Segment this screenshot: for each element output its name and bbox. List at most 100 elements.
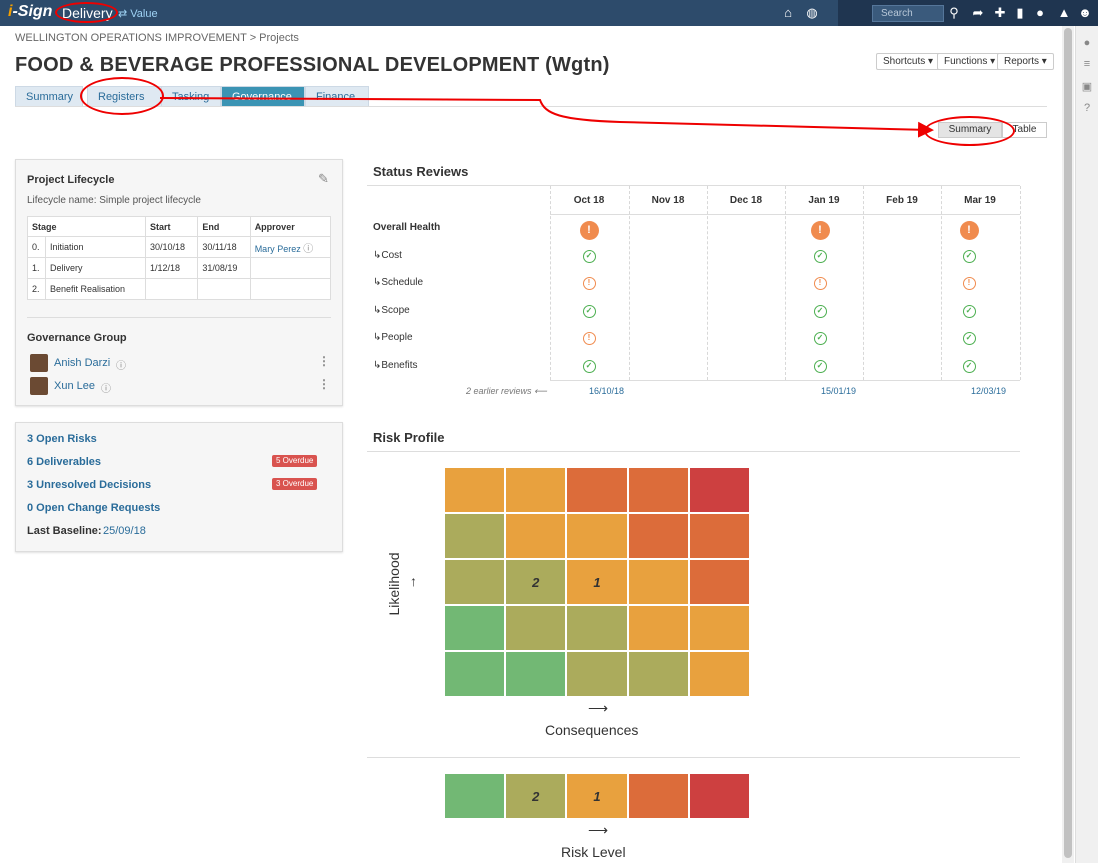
overdue-badge: 5 Overdue bbox=[272, 455, 318, 467]
month-header: Mar 19 bbox=[964, 195, 996, 206]
user-icon[interactable]: ☻ bbox=[1078, 5, 1092, 20]
alert-icon: ! bbox=[959, 220, 979, 240]
warning-icon: ! bbox=[582, 276, 596, 290]
share-icon[interactable]: ➦ bbox=[972, 5, 984, 20]
risk-cell bbox=[505, 651, 567, 697]
status-row-label: ↳Cost bbox=[373, 250, 402, 261]
tab-governance[interactable]: Governance bbox=[221, 86, 305, 107]
risk-cell bbox=[505, 605, 567, 651]
add-icon[interactable]: ✚ bbox=[994, 5, 1006, 20]
risk-count[interactable]: 1 bbox=[593, 574, 601, 590]
grid-line bbox=[707, 186, 708, 380]
review-date-link[interactable]: 16/10/18 bbox=[589, 386, 625, 396]
alert-icon: ! bbox=[579, 220, 599, 240]
divider bbox=[367, 185, 1020, 186]
decisions-link[interactable]: 3 Unresolved Decisions bbox=[27, 479, 152, 491]
month-header: Dec 18 bbox=[729, 195, 763, 206]
info-icon[interactable]: ⓘ bbox=[116, 361, 126, 372]
month-header: Oct 18 bbox=[573, 195, 605, 206]
risk-cell bbox=[566, 605, 628, 651]
risk-cell bbox=[444, 651, 506, 697]
risk-cell bbox=[444, 605, 506, 651]
risk-level-cell: 1 bbox=[566, 773, 628, 819]
search-icon[interactable]: ⚲ bbox=[949, 5, 959, 20]
risk-level-cell: 2 bbox=[505, 773, 567, 819]
chat-icon[interactable]: ● bbox=[1036, 5, 1044, 20]
list-icon[interactable]: ≡ bbox=[1083, 58, 1091, 70]
risk-cell bbox=[688, 651, 750, 697]
breadcrumb[interactable]: WELLINGTON OPERATIONS IMPROVEMENT > Proj… bbox=[15, 32, 299, 44]
consequences-label: Consequences bbox=[545, 722, 639, 738]
alert-icon: ! bbox=[810, 220, 830, 240]
risk-cell bbox=[566, 513, 628, 559]
check-icon: ✓ bbox=[813, 331, 827, 345]
risk-cell bbox=[444, 467, 506, 513]
risk-level-cell bbox=[627, 773, 689, 819]
change-requests-link[interactable]: 0 Open Change Requests bbox=[27, 502, 161, 514]
check-icon: ✓ bbox=[582, 359, 596, 373]
lifecycle-name: Lifecycle name: Simple project lifecycle bbox=[27, 195, 201, 206]
open-risks-link[interactable]: 3 Open Risks bbox=[27, 433, 97, 445]
overdue-badge: 3 Overdue bbox=[272, 478, 318, 490]
lock-icon[interactable]: ▣ bbox=[1081, 81, 1093, 93]
switch-mode-link[interactable]: ⇄ Value bbox=[118, 8, 158, 20]
risk-cell bbox=[444, 559, 506, 605]
governance-heading: Governance Group bbox=[27, 332, 127, 344]
status-row-label: ↳Schedule bbox=[373, 277, 424, 288]
member-link[interactable]: Xun Lee bbox=[54, 380, 95, 392]
grid-line bbox=[550, 186, 551, 380]
app-logo[interactable]: i-Sign bbox=[8, 3, 53, 20]
bell-icon[interactable]: ▲ bbox=[1057, 5, 1071, 20]
avatar bbox=[30, 354, 48, 372]
divider bbox=[367, 757, 1020, 758]
bookmark-icon[interactable]: ▮ bbox=[1016, 5, 1024, 20]
risk-cell bbox=[566, 651, 628, 697]
edit-icon[interactable]: ✎ bbox=[318, 171, 329, 186]
annotation-oval bbox=[55, 2, 118, 23]
comment-icon[interactable]: ● bbox=[1083, 37, 1091, 49]
up-arrow-icon: ↑ bbox=[410, 573, 417, 589]
earlier-reviews-link[interactable]: 2 earlier reviews ⟵ bbox=[466, 386, 547, 396]
table-row: 2. Benefit Realisation bbox=[27, 278, 332, 300]
globe-icon[interactable]: ◍ bbox=[806, 5, 818, 20]
help-icon[interactable]: ? bbox=[1083, 102, 1091, 114]
status-row-label: ↳Benefits bbox=[373, 360, 418, 371]
risk-cell bbox=[505, 559, 567, 605]
risk-cell bbox=[627, 559, 689, 605]
member-link[interactable]: Anish Darzi bbox=[54, 357, 111, 369]
review-date-link[interactable]: 12/03/19 bbox=[971, 386, 1007, 396]
scrollbar-thumb[interactable] bbox=[1064, 28, 1072, 858]
risk-cell bbox=[444, 513, 506, 559]
approver-link[interactable]: Mary Perez bbox=[254, 243, 301, 254]
month-header: Jan 19 bbox=[808, 195, 840, 206]
risk-cell bbox=[688, 467, 750, 513]
month-header: Nov 18 bbox=[651, 195, 685, 206]
grid-line bbox=[863, 186, 864, 380]
col-approver: Approver bbox=[249, 216, 332, 237]
info-icon[interactable]: ⓘ bbox=[101, 384, 111, 395]
warning-icon: ! bbox=[813, 276, 827, 290]
risk-cell bbox=[688, 513, 750, 559]
deliverables-link[interactable]: 6 Deliverables bbox=[27, 456, 101, 468]
baseline-date[interactable]: 25/09/18 bbox=[103, 525, 146, 537]
risk-cell bbox=[566, 467, 628, 513]
avatar bbox=[30, 377, 48, 395]
risk-cell bbox=[627, 513, 689, 559]
col-start: Start bbox=[144, 216, 199, 237]
check-icon: ✓ bbox=[582, 249, 596, 263]
grid-line bbox=[785, 186, 786, 380]
review-date-link[interactable]: 15/01/19 bbox=[821, 386, 857, 396]
right-rail bbox=[1075, 26, 1098, 863]
check-icon: ✓ bbox=[813, 304, 827, 318]
tab-finance[interactable]: Finance bbox=[305, 86, 369, 107]
kebab-icon[interactable]: ⋮ bbox=[318, 354, 330, 368]
home-icon[interactable]: ⌂ bbox=[784, 5, 792, 20]
kebab-icon[interactable]: ⋮ bbox=[318, 377, 330, 391]
info-icon[interactable]: ⓘ bbox=[303, 243, 314, 255]
tab-tasking[interactable]: Tasking bbox=[161, 86, 221, 107]
reports-dropdown[interactable]: Reports ▾ bbox=[997, 53, 1054, 70]
risk-count[interactable]: 2 bbox=[532, 574, 540, 590]
status-row-label: ↳Scope bbox=[373, 305, 410, 316]
table-row: 1. Delivery 1/12/18 31/08/19 bbox=[27, 257, 332, 279]
search-input[interactable]: Search bbox=[872, 5, 944, 22]
